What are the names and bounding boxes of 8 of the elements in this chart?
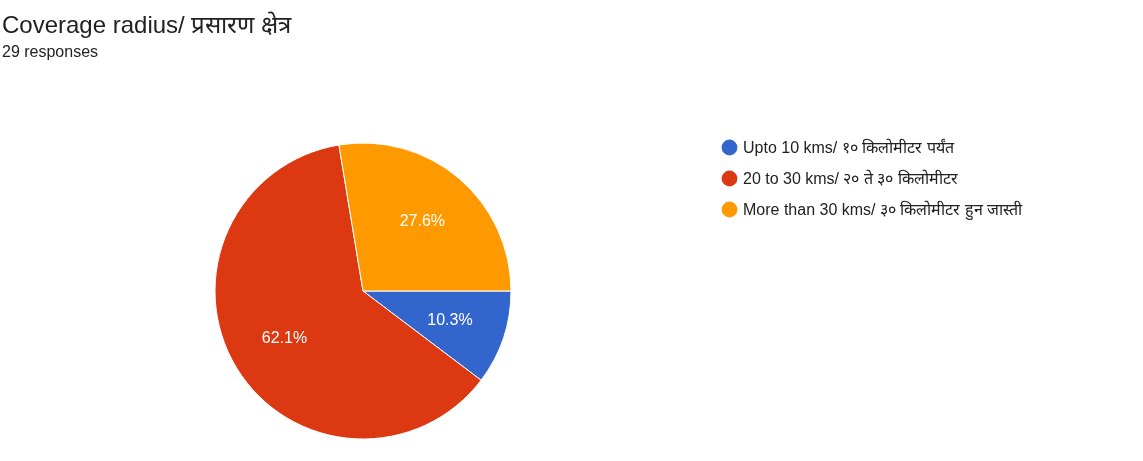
chart-title: Coverage radius/ प्रसारण क्षेत्र [2,11,293,38]
data-label: 27.6% [399,212,446,230]
text: 29 responses [2,43,99,60]
legend-label: More than 30 kms/ ३० किलोमीटर हुन जास्ती [743,199,1024,221]
data-label: 62.1% [261,329,308,347]
data-label: 10.3% [427,311,473,329]
legend-label: Upto 10 kms/ १० किलोमीटर पर्यंत [743,137,955,156]
legend-label: 20 to 30 kms/ २० ते ३० किलोमीटर [743,168,958,187]
